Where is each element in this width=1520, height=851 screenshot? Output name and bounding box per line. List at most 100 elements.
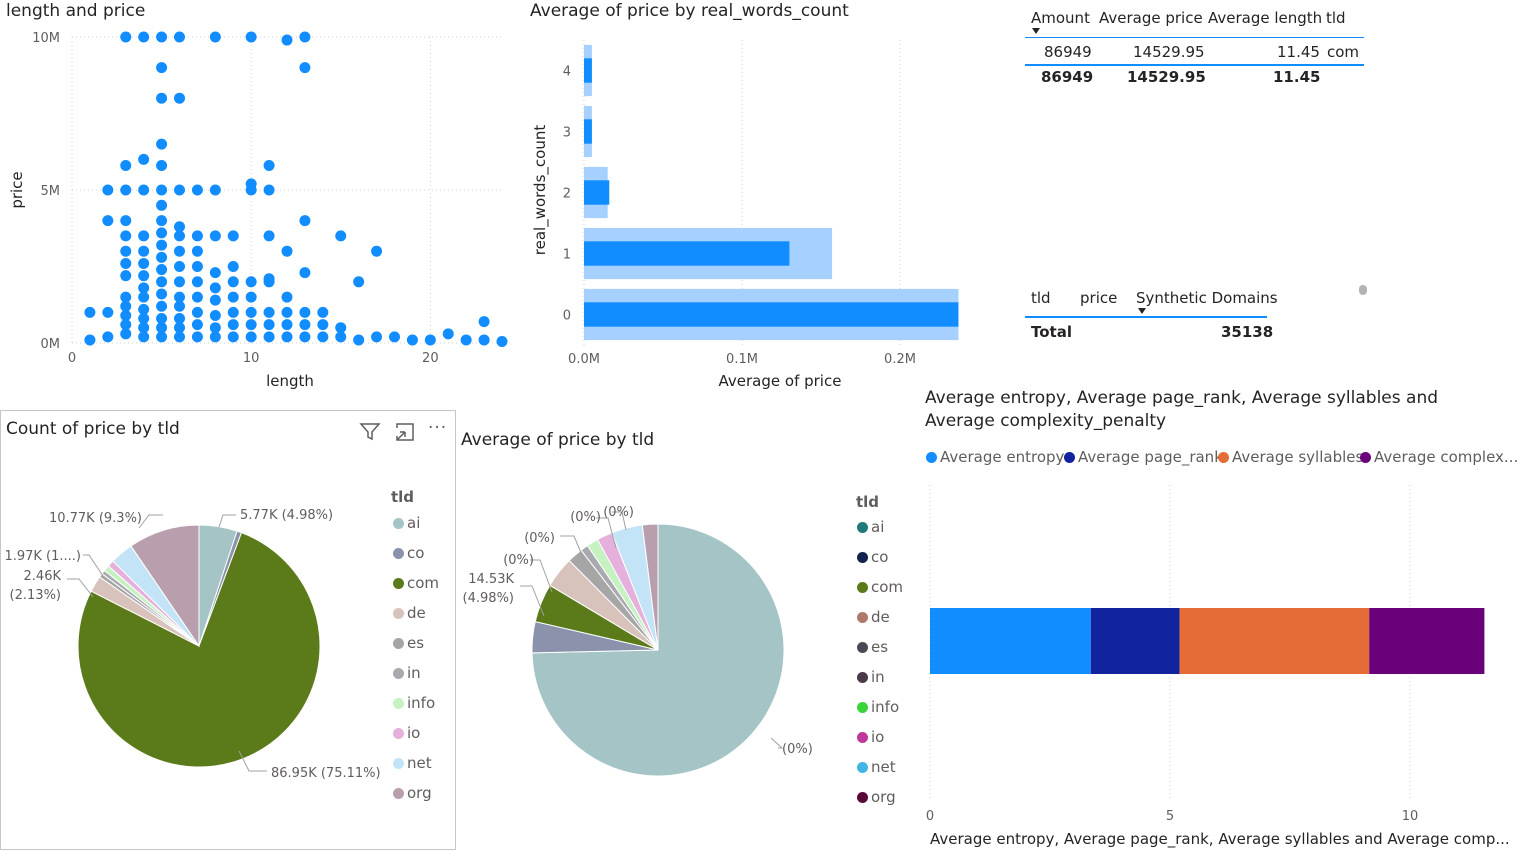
legend-item-de[interactable]: de	[857, 608, 890, 626]
data-label: (0%)	[570, 510, 601, 525]
legend-dot	[393, 518, 404, 529]
x-tick-label: 20	[422, 351, 439, 366]
summary-table[interactable]: Amount Average price Average length tld …	[1020, 0, 1380, 100]
data-label: (0%)	[603, 505, 634, 520]
header-tld[interactable]: tld	[1031, 289, 1051, 307]
legend-item-io[interactable]: io	[393, 724, 420, 742]
header-amount[interactable]: Amount	[1031, 9, 1090, 27]
scatter-point	[191, 276, 203, 288]
scatter-point	[317, 306, 329, 318]
bar	[584, 241, 790, 266]
legend-item-info[interactable]: info	[857, 698, 899, 716]
legend-item-co[interactable]: co	[857, 548, 888, 566]
scatter-point	[299, 306, 311, 318]
x-tick-label: 10	[243, 351, 260, 366]
scatter-point	[209, 322, 221, 334]
scatter-point	[263, 160, 275, 172]
stacked-bar-chart[interactable]: Average entropy, Average page_rank, Aver…	[916, 380, 1520, 850]
x-tick-label: 0.0M	[568, 352, 600, 367]
total-amount: 86949	[1041, 68, 1094, 86]
scatter-point	[174, 300, 185, 312]
legend-average-page-rank[interactable]: Average page_rank	[1064, 448, 1223, 466]
total-divider	[1025, 316, 1267, 318]
header-average-length[interactable]: Average length	[1208, 9, 1323, 27]
legend-item-ai[interactable]: ai	[857, 518, 884, 536]
legend-item-info[interactable]: info	[393, 694, 435, 712]
scatter-point	[245, 31, 257, 43]
legend-label: de	[871, 608, 890, 626]
scatter-point	[424, 334, 436, 346]
more-options-icon[interactable]: ···	[428, 418, 448, 438]
legend-label: net	[407, 754, 432, 772]
legend-item-org[interactable]: org	[393, 784, 432, 802]
legend-average-complexity[interactable]: Average complex...	[1360, 448, 1518, 466]
legend-label: co	[871, 548, 889, 566]
header-price[interactable]: price	[1080, 289, 1118, 307]
x-tick-label: 0	[68, 351, 76, 366]
synthetic-domains-table[interactable]: tld price Synthetic Domains Total 35138	[1020, 280, 1380, 350]
scatter-point	[102, 215, 114, 227]
scatter-point	[156, 264, 168, 276]
pie2-legend-title: tld	[856, 493, 880, 511]
scatter-point	[138, 153, 150, 165]
legend-item-com[interactable]: com	[393, 574, 439, 592]
scatter-point	[245, 319, 257, 331]
pie1-plot: 5.77K (4.98%) 86.95K (75.11%) 2.46K (2.13%)…	[4, 508, 380, 781]
scatter-point	[138, 184, 150, 196]
scroll-handle[interactable]	[1359, 285, 1367, 295]
sort-desc-icon[interactable]	[1138, 308, 1146, 314]
legend-item-es[interactable]: es	[393, 634, 424, 652]
legend-item-de[interactable]: de	[393, 604, 426, 622]
scatter-chart[interactable]: length and price 0M 5M 10M 0 10 20 length price	[0, 0, 520, 395]
legend-item-org[interactable]: org	[857, 788, 896, 806]
legend-label: co	[407, 544, 425, 562]
scatter-point	[120, 328, 132, 340]
scatter-point	[389, 331, 400, 343]
scatter-point	[138, 303, 150, 315]
scatter-point	[138, 230, 150, 242]
legend-item-in[interactable]: in	[857, 668, 885, 686]
data-label: (0%)	[782, 742, 813, 757]
legend-item-io[interactable]: io	[857, 728, 884, 746]
filter-icon[interactable]	[359, 421, 381, 446]
pie-count-chart[interactable]: Count of price by tld ··· 5.77K (4.98%) 8…	[0, 410, 456, 850]
legend-item-net[interactable]: net	[857, 758, 896, 776]
row-average-length: 11.45	[1277, 43, 1320, 61]
legend-item-net[interactable]: net	[393, 754, 432, 772]
sort-desc-icon[interactable]	[1032, 28, 1040, 34]
legend-item-co[interactable]: co	[393, 544, 424, 562]
scatter-point	[120, 257, 132, 269]
legend-dot	[1218, 452, 1229, 463]
scatter-point	[227, 306, 239, 318]
legend-average-syllables[interactable]: Average syllables	[1218, 448, 1363, 466]
legend-label: in	[871, 668, 885, 686]
legend-item-es[interactable]: es	[857, 638, 888, 656]
scatter-point	[281, 291, 293, 303]
legend-item-in[interactable]: in	[393, 664, 421, 682]
scatter-point	[156, 215, 168, 227]
x-tick-label: 0.1M	[726, 352, 758, 367]
header-average-price[interactable]: Average price	[1099, 9, 1203, 27]
legend-dot	[1360, 452, 1371, 463]
scatter-point	[156, 276, 168, 288]
stacked-segment	[1369, 608, 1485, 674]
legend-average-entropy[interactable]: Average entropy	[926, 448, 1064, 466]
scatter-point	[299, 319, 311, 331]
pie-average-chart[interactable]: Average of price by tld (0%) (0%) (0%) (0%)…	[456, 420, 916, 850]
scatter-point	[120, 291, 132, 303]
y-tick-label: 2	[563, 187, 571, 202]
legend-dot	[393, 578, 404, 589]
header-tld[interactable]: tld	[1326, 9, 1346, 27]
scatter-point	[138, 291, 150, 303]
legend-item-com[interactable]: com	[857, 578, 903, 596]
focus-mode-icon[interactable]	[395, 422, 415, 447]
legend-item-ai[interactable]: ai	[393, 514, 420, 532]
legend-label: ai	[407, 514, 421, 532]
scatter-point	[281, 319, 293, 331]
scatter-point	[138, 31, 150, 43]
stacked-segment	[930, 608, 1091, 674]
scatter-point	[245, 276, 257, 288]
bar-chart[interactable]: Average of price by real_words_count 0.0…	[524, 0, 1000, 395]
header-synthetic-domains[interactable]: Synthetic Domains	[1136, 289, 1278, 307]
y-axis-title: real_words_count	[531, 125, 550, 256]
